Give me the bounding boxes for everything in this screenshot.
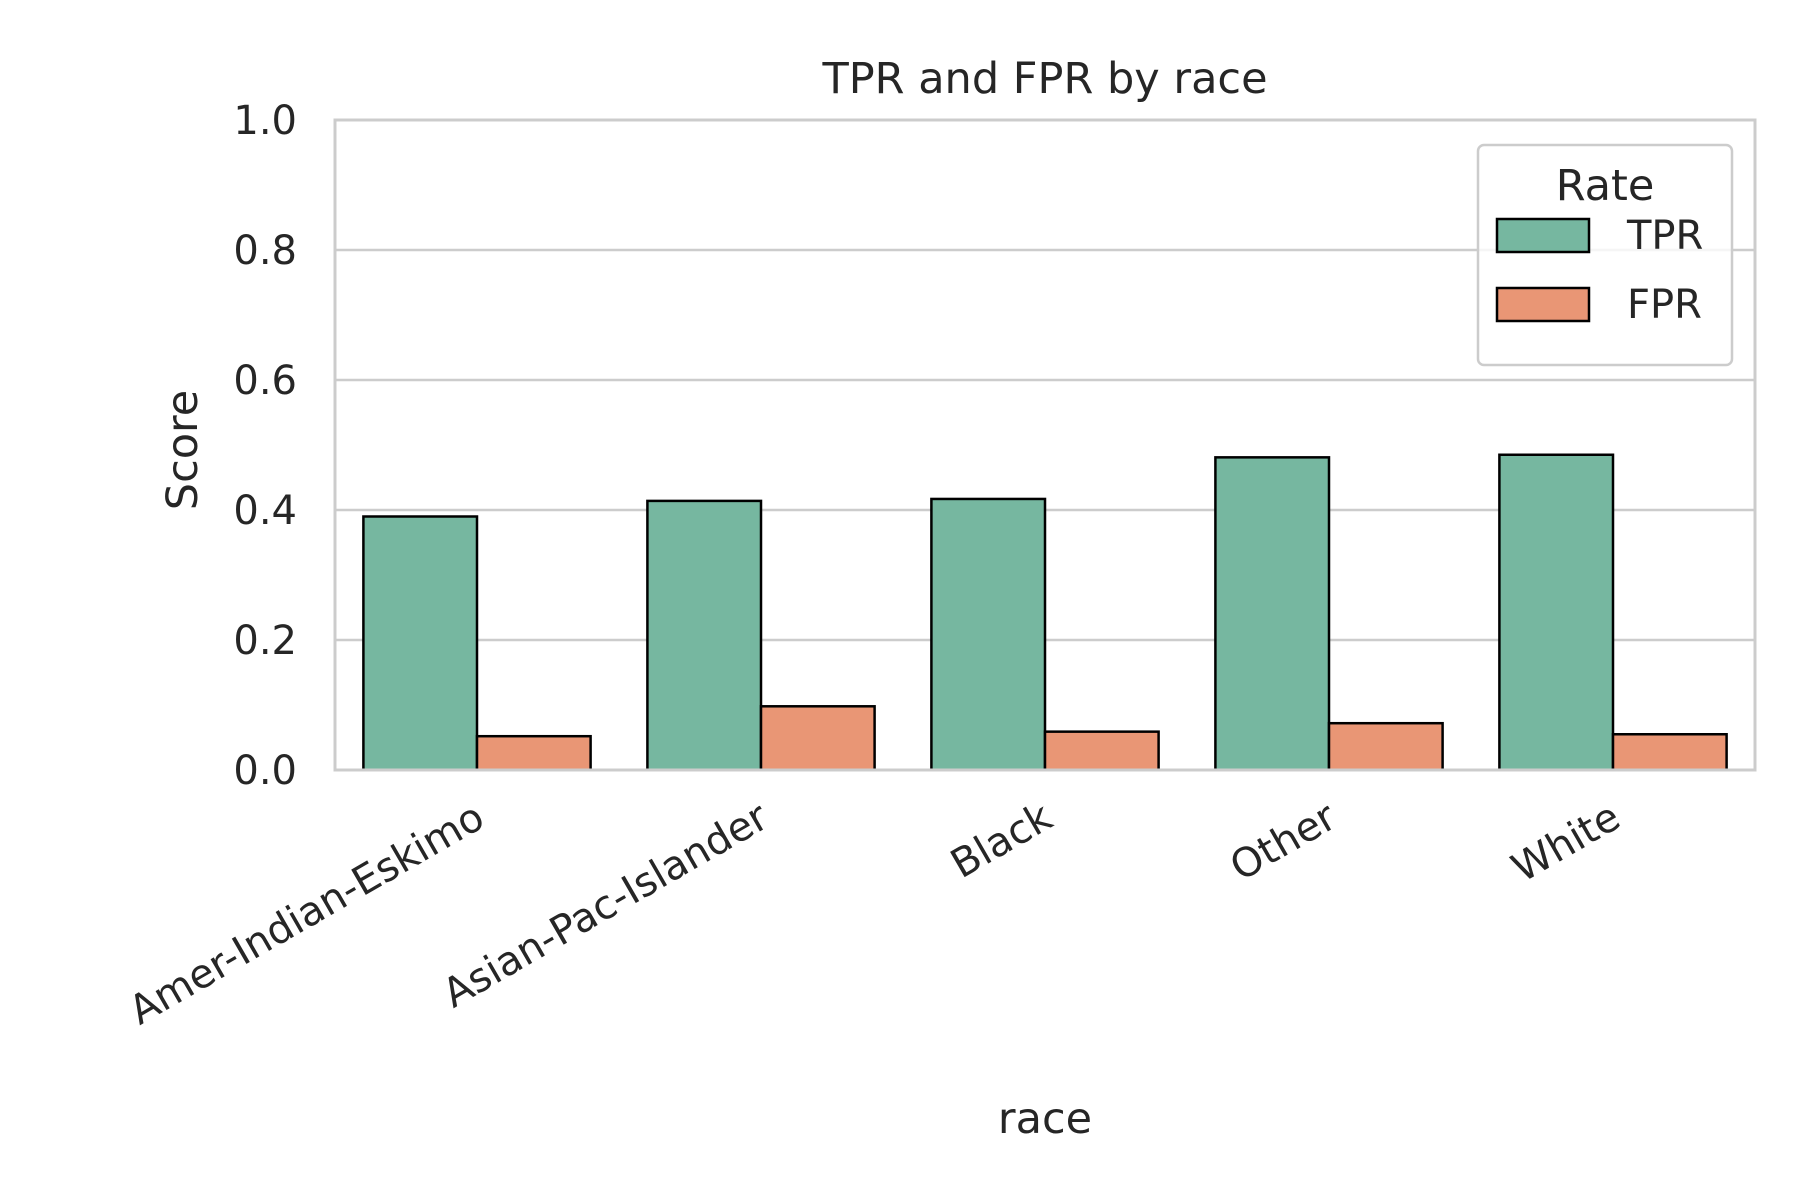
legend: Rate TPR FPR bbox=[1476, 143, 1734, 367]
x-tick-label: Other bbox=[1223, 794, 1345, 891]
legend-title: Rate bbox=[1556, 161, 1655, 211]
x-tick-label: Black bbox=[943, 793, 1060, 887]
plot-frame bbox=[333, 118, 1757, 772]
legend-label-tpr: TPR bbox=[1626, 213, 1703, 259]
bar-fpr-3 bbox=[1327, 721, 1444, 772]
x-tick-label: White bbox=[1504, 794, 1628, 892]
y-axis-label: Score bbox=[158, 390, 208, 510]
bar-fpr-1 bbox=[759, 705, 876, 772]
legend-label-fpr: FPR bbox=[1627, 282, 1702, 328]
x-tick-label: Amer-Indian-Eskimo bbox=[122, 794, 492, 1034]
y-tick-label: 0.2 bbox=[233, 618, 297, 664]
y-tick-labels: 0.0 0.2 0.4 0.6 0.8 1.0 bbox=[233, 98, 297, 794]
bar-tpr-3 bbox=[1214, 456, 1331, 772]
bar-fpr-2 bbox=[1043, 730, 1160, 772]
x-axis-label: race bbox=[998, 1094, 1092, 1144]
legend-swatch-tpr bbox=[1495, 217, 1591, 254]
bar-tpr-1 bbox=[646, 499, 763, 772]
bar-fpr-0 bbox=[475, 734, 592, 772]
bars bbox=[362, 453, 1728, 772]
legend-swatch-fpr bbox=[1495, 286, 1591, 323]
y-tick-label: 0.0 bbox=[233, 748, 297, 794]
bar-tpr-2 bbox=[930, 497, 1047, 772]
y-tick-label: 1.0 bbox=[233, 98, 297, 144]
y-tick-label: 0.8 bbox=[233, 228, 297, 274]
y-tick-label: 0.6 bbox=[233, 358, 297, 404]
y-tick-label: 0.4 bbox=[233, 488, 297, 534]
bar-fpr-4 bbox=[1611, 733, 1728, 772]
bar-tpr-0 bbox=[362, 515, 479, 772]
chart-title: TPR and FPR by race bbox=[821, 54, 1267, 104]
bar-tpr-4 bbox=[1498, 453, 1615, 772]
